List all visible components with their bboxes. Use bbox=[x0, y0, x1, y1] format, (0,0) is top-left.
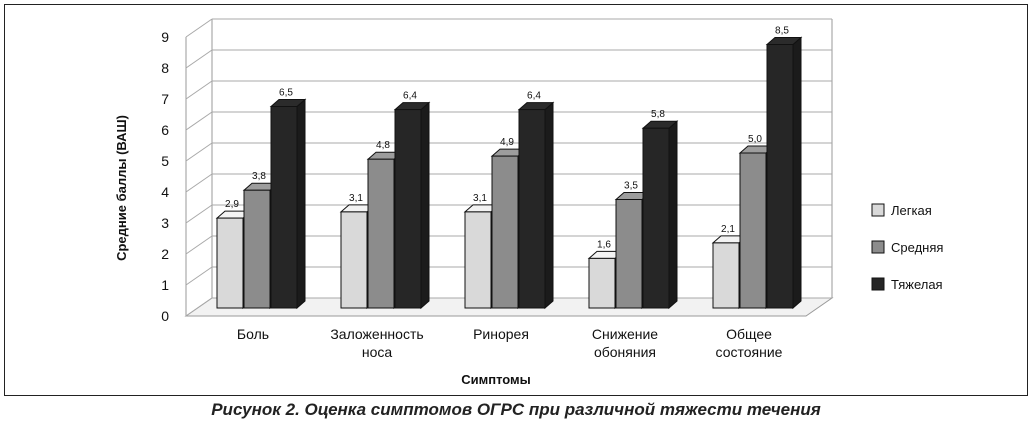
legend-label: Легкая bbox=[891, 203, 932, 218]
bar-Тяжелая-4 bbox=[765, 36, 803, 310]
figure-caption: Рисунок 2. Оценка симптомов ОГРС при раз… bbox=[211, 400, 821, 419]
data-label: 2,9 bbox=[225, 199, 239, 210]
bar-front bbox=[243, 189, 271, 309]
bar-front bbox=[642, 127, 670, 309]
bar-front bbox=[491, 155, 519, 309]
y-axis-ticks: 0 1 2 3 4 5 6 7 8 9 bbox=[161, 29, 169, 324]
chart-frame: 0 1 2 3 4 5 6 7 8 9 2,9 3,8 6,5 3,1 4,8 6,4 3,1 4,9 6,4 1,… bbox=[4, 4, 1028, 396]
bar-front bbox=[340, 211, 368, 309]
bars bbox=[215, 36, 803, 310]
bar-front bbox=[367, 158, 395, 309]
x-axis-categories: Боль Заложенность носа Ринорея Снижение обоня… bbox=[237, 326, 783, 360]
data-labels: 2,9 3,8 6,5 3,1 4,8 6,4 3,1 4,9 6,4 1,6 3,5 5,8 2,1 5… bbox=[225, 26, 789, 251]
legend-swatch bbox=[871, 240, 885, 254]
y-tick-label: 6 bbox=[161, 122, 169, 138]
bar-front bbox=[394, 109, 422, 309]
bar-side bbox=[296, 98, 306, 310]
data-label: 6,4 bbox=[403, 91, 417, 102]
data-label: 5,0 bbox=[748, 134, 762, 145]
gridline-side bbox=[185, 49, 213, 69]
legend-item-0: Легкая bbox=[871, 203, 932, 218]
category-label: Ринорея bbox=[473, 326, 529, 342]
data-label: 3,1 bbox=[473, 193, 487, 204]
category-label: обоняния bbox=[594, 344, 656, 360]
gridline-side bbox=[185, 204, 213, 224]
bar-front bbox=[766, 44, 794, 309]
legend-item-1: Средняя bbox=[871, 240, 943, 255]
legend: Легкая Средняя Тяжелая bbox=[871, 203, 943, 292]
gridline-side bbox=[185, 111, 213, 131]
bar-front bbox=[739, 152, 767, 309]
category-label: Заложенность bbox=[330, 326, 423, 342]
data-label: 4,8 bbox=[376, 140, 390, 151]
bar-front bbox=[615, 199, 643, 309]
x-axis-title: Симптомы bbox=[461, 372, 531, 387]
legend-item-2: Тяжелая bbox=[871, 277, 943, 292]
bar-Тяжелая-1 bbox=[393, 101, 431, 310]
y-tick-label: 3 bbox=[161, 215, 169, 231]
y-tick-label: 0 bbox=[161, 308, 169, 324]
bar-front bbox=[518, 109, 546, 309]
category-label: Боль bbox=[237, 326, 269, 342]
legend-swatch bbox=[871, 277, 885, 291]
gridline-side bbox=[185, 80, 213, 100]
category-label: Снижение bbox=[592, 326, 658, 342]
data-label: 1,6 bbox=[597, 239, 611, 250]
gridline-side bbox=[185, 297, 213, 317]
gridline-side bbox=[185, 173, 213, 193]
bar-Тяжелая-2 bbox=[517, 101, 555, 310]
y-tick-label: 2 bbox=[161, 246, 169, 262]
data-label: 4,9 bbox=[500, 137, 514, 148]
y-tick-label: 8 bbox=[161, 60, 169, 76]
bar-side bbox=[792, 36, 802, 310]
bar-side bbox=[668, 120, 678, 310]
data-label: 6,4 bbox=[527, 91, 541, 102]
y-tick-label: 7 bbox=[161, 91, 169, 107]
gridline-side bbox=[185, 18, 213, 38]
legend-swatch bbox=[871, 203, 885, 217]
legend-label: Средняя bbox=[891, 240, 943, 255]
bar-front bbox=[216, 217, 244, 309]
bar-side bbox=[544, 101, 554, 310]
category-label: состояние bbox=[716, 344, 783, 360]
y-tick-label: 9 bbox=[161, 29, 169, 45]
gridline-side bbox=[185, 142, 213, 162]
bar-front bbox=[588, 257, 616, 309]
data-label: 3,1 bbox=[349, 193, 363, 204]
bar-chart: 0 1 2 3 4 5 6 7 8 9 2,9 3,8 6,5 3,1 4,8 6,4 3,1 4,9 6,4 1,… bbox=[114, 18, 943, 387]
bar-front bbox=[270, 106, 298, 309]
bar-front bbox=[712, 242, 740, 309]
data-label: 5,8 bbox=[651, 109, 665, 120]
bar-side bbox=[420, 101, 430, 310]
data-label: 3,8 bbox=[252, 171, 266, 182]
legend-label: Тяжелая bbox=[891, 277, 943, 292]
y-axis-title: Средние баллы (ВАШ) bbox=[114, 115, 129, 261]
gridline-side bbox=[185, 266, 213, 286]
data-label: 8,5 bbox=[775, 26, 789, 37]
bar-Тяжелая-3 bbox=[641, 120, 679, 310]
data-label: 6,5 bbox=[279, 88, 293, 99]
data-label: 2,1 bbox=[721, 224, 735, 235]
y-tick-label: 1 bbox=[161, 277, 169, 293]
category-label: носа bbox=[362, 344, 393, 360]
y-tick-label: 4 bbox=[161, 184, 169, 200]
gridline-side bbox=[185, 235, 213, 255]
category-label: Общее bbox=[726, 326, 772, 342]
data-label: 3,5 bbox=[624, 181, 638, 192]
bar-Тяжелая-0 bbox=[269, 98, 307, 310]
y-tick-label: 5 bbox=[161, 153, 169, 169]
bar-front bbox=[464, 211, 492, 309]
